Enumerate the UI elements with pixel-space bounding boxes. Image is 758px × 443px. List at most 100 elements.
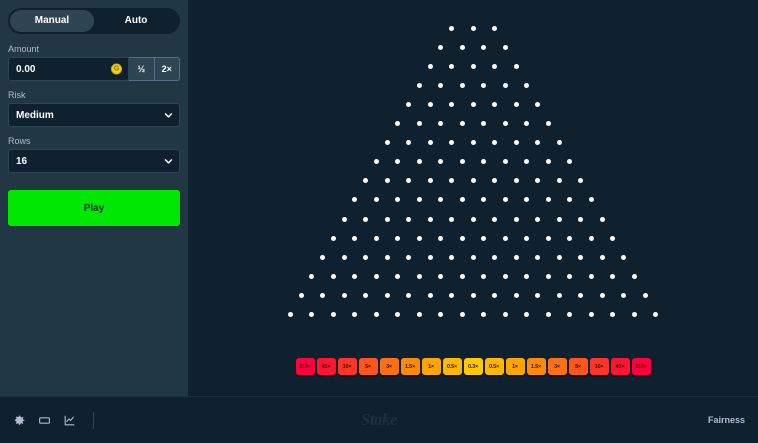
statistics-icon[interactable]	[63, 414, 76, 427]
peg	[578, 178, 583, 184]
peg	[492, 63, 497, 69]
gear-icon[interactable]	[13, 414, 26, 427]
risk-select[interactable]: Medium	[8, 103, 180, 127]
footer-bar: Stake Fairness	[0, 396, 758, 443]
peg	[502, 121, 508, 126]
peg	[470, 101, 476, 107]
peg	[524, 273, 530, 279]
peg	[438, 44, 444, 50]
peg	[481, 44, 487, 50]
multiplier-tile: 10×	[589, 358, 609, 375]
display-icon[interactable]	[38, 414, 51, 427]
peg	[535, 292, 540, 298]
peg	[470, 292, 476, 298]
peg	[578, 216, 583, 222]
peg	[588, 197, 594, 203]
peg	[449, 254, 454, 260]
peg	[352, 312, 358, 317]
peg	[309, 273, 315, 279]
peg	[395, 159, 401, 165]
peg	[631, 312, 637, 317]
peg	[653, 312, 659, 317]
peg	[492, 178, 497, 184]
peg	[363, 178, 368, 184]
peg	[449, 25, 454, 31]
peg	[599, 254, 605, 260]
amount-half-button[interactable]: ½	[129, 57, 155, 81]
peg	[567, 312, 573, 317]
tab-manual[interactable]: Manual	[10, 10, 94, 32]
peg	[449, 101, 454, 107]
multiplier-tile: 110×	[631, 358, 651, 375]
peg	[621, 254, 626, 260]
peg	[384, 254, 390, 260]
peg	[481, 273, 487, 279]
peg	[578, 254, 583, 260]
footer-divider	[93, 411, 94, 429]
peg	[330, 235, 336, 241]
peg	[481, 159, 487, 165]
peg	[459, 159, 465, 165]
tab-auto[interactable]: Auto	[124, 15, 148, 26]
peg	[287, 312, 293, 317]
peg	[481, 235, 487, 241]
peg	[513, 292, 519, 298]
multiplier-tile: 41×	[610, 358, 630, 375]
peg	[416, 197, 422, 203]
peg	[578, 292, 583, 298]
peg	[438, 273, 444, 279]
peg	[373, 273, 379, 279]
peg	[449, 140, 454, 146]
peg	[352, 273, 358, 279]
peg	[556, 216, 562, 222]
peg	[492, 292, 497, 298]
peg	[556, 254, 562, 260]
peg	[373, 312, 379, 317]
peg	[341, 216, 347, 222]
peg	[395, 312, 401, 317]
peg	[330, 312, 336, 317]
multiplier-tile: 3×	[547, 358, 567, 375]
peg	[588, 312, 594, 317]
peg	[470, 140, 476, 146]
peg	[567, 235, 573, 241]
amount-double-button[interactable]: 2×	[154, 57, 180, 81]
peg	[427, 254, 433, 260]
peg	[309, 312, 315, 317]
peg	[427, 101, 433, 107]
peg	[416, 312, 422, 317]
rows-label: Rows	[8, 136, 31, 146]
bet-sidebar: Manual Auto Amount G ½ 2× Risk Medium Ro…	[0, 0, 188, 396]
peg	[459, 82, 465, 88]
rows-select[interactable]: 16	[8, 149, 180, 173]
peg	[406, 140, 411, 146]
play-button[interactable]: Play	[8, 190, 180, 226]
amount-input[interactable]	[9, 58, 129, 80]
peg	[513, 254, 519, 260]
peg	[524, 159, 530, 165]
peg	[524, 121, 530, 126]
peg	[621, 292, 626, 298]
plinko-board: 110× 41× 10× 5× 3× 1.5× 1× 0.5× 0.3× 0.5× 1× 1.5× 3×…	[188, 0, 758, 396]
peg	[535, 178, 540, 184]
peg	[363, 216, 368, 222]
peg	[438, 312, 444, 317]
peg	[481, 121, 487, 126]
peg	[459, 235, 465, 241]
peg	[492, 254, 497, 260]
fairness-link[interactable]: Fairness	[707, 415, 745, 425]
peg	[427, 292, 433, 298]
peg	[502, 82, 508, 88]
peg	[535, 216, 540, 222]
peg	[502, 273, 508, 279]
peg	[492, 101, 497, 107]
peg	[502, 197, 508, 203]
peg	[470, 178, 476, 184]
peg	[406, 254, 411, 260]
peg	[438, 197, 444, 203]
footer-left-tools	[13, 411, 94, 429]
peg	[427, 178, 433, 184]
peg	[567, 197, 573, 203]
multiplier-bar: 110× 41× 10× 5× 3× 1.5× 1× 0.5× 0.3× 0.5× 1× 1.5× 3×…	[188, 358, 758, 375]
currency-coin-icon: G	[111, 63, 123, 75]
